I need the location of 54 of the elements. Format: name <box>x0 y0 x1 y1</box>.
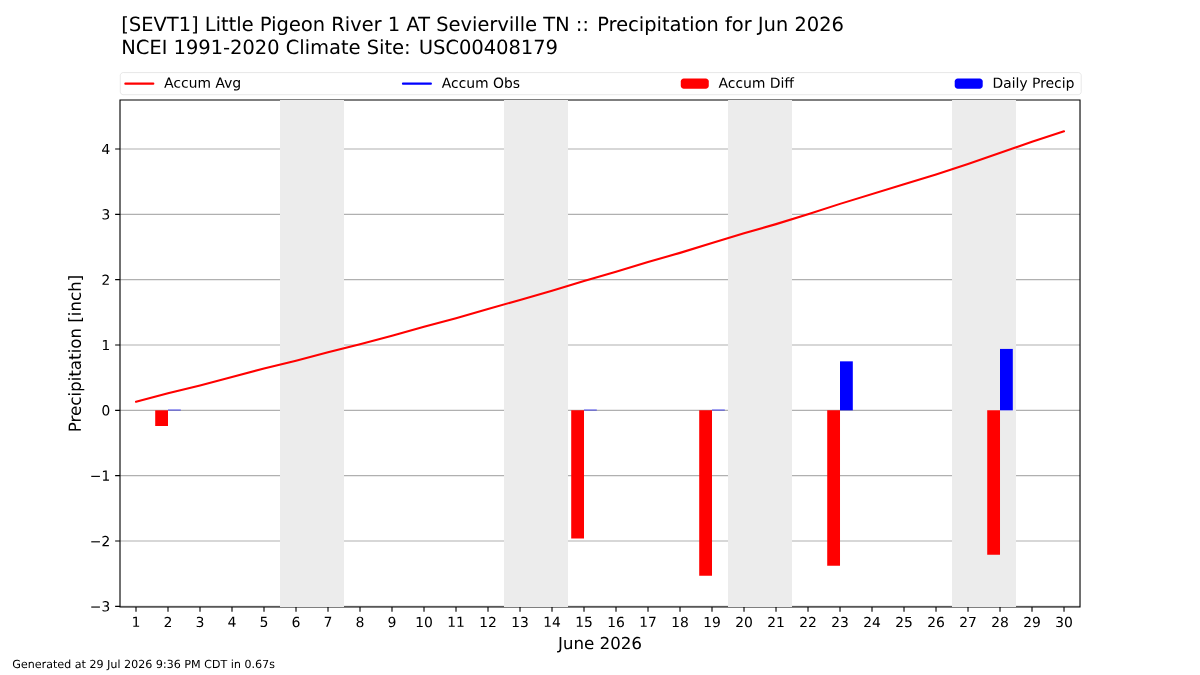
x-tick-label: 10 <box>416 616 432 628</box>
x-tick-label: 16 <box>608 616 624 628</box>
y-tick-label: −2 <box>91 535 109 547</box>
y-tick-label: −3 <box>91 601 110 612</box>
x-tick-label: 1 <box>133 616 140 627</box>
y-tick-label: 3 <box>102 209 110 220</box>
x-tick-label: 13 <box>512 616 528 628</box>
bar <box>827 410 841 566</box>
y-axis-title: Precipitation [inch] <box>68 276 85 431</box>
x-tick-label: 15 <box>576 616 592 628</box>
x-tick-label: 3 <box>196 616 204 628</box>
x-tick-label: 22 <box>800 616 816 628</box>
x-tick-label: 27 <box>960 616 976 628</box>
y-tick-label: 1 <box>102 339 109 351</box>
legend-label: Daily Precip <box>993 77 1074 91</box>
x-tick-label: 8 <box>356 616 364 628</box>
x-tick-label: 17 <box>640 616 656 627</box>
x-tick-label: 2 <box>164 616 172 628</box>
x-tick-label: 29 <box>1024 616 1040 628</box>
legend-label: Accum Avg <box>164 77 240 91</box>
bar <box>1000 348 1013 411</box>
bar <box>699 410 713 576</box>
x-tick-label: 6 <box>292 616 300 628</box>
x-tick-label: 23 <box>832 616 848 628</box>
y-tick-label: −1 <box>91 470 109 481</box>
x-tick-label: 12 <box>480 616 496 628</box>
legend-label: Accum Obs <box>441 77 520 89</box>
chart-subtitle: NCEI 1991-2020 Climate Site: USC00408179 <box>123 39 557 55</box>
x-tick-label: 28 <box>992 616 1008 628</box>
x-tick-label: 24 <box>864 616 881 628</box>
x-tick-label: 19 <box>704 616 720 628</box>
bar <box>155 410 168 427</box>
legend-label: Accum Diff <box>718 77 795 89</box>
x-tick-label: 5 <box>260 616 268 628</box>
x-tick-label: 26 <box>928 616 944 628</box>
x-tick-label: 7 <box>324 616 332 627</box>
x-tick-label: 25 <box>896 616 912 628</box>
x-tick-label: 21 <box>768 616 784 628</box>
x-axis-title: June 2026 <box>557 636 641 653</box>
bar <box>571 410 585 539</box>
chart-title: [SEVT1] Little Pigeon River 1 AT Sevierville TN :: Precipitation for Jun 2026 <box>122 16 843 36</box>
x-tick-label: 9 <box>388 616 396 628</box>
x-tick-label: 18 <box>672 616 688 628</box>
x-tick-label: 20 <box>736 616 752 628</box>
text: Generated at 29 Jul 2026 9:36 PM CDT in 0.67s <box>12 659 275 671</box>
bar <box>987 410 1001 555</box>
y-tick-label: 0 <box>102 405 110 416</box>
x-tick-label: 11 <box>448 616 464 627</box>
bar <box>840 361 853 411</box>
y-tick-label: 4 <box>102 143 110 155</box>
x-tick-label: 30 <box>1056 616 1072 628</box>
y-tick-label: 2 <box>102 274 109 285</box>
x-tick-label: 14 <box>544 616 561 627</box>
x-tick-label: 4 <box>228 616 236 627</box>
